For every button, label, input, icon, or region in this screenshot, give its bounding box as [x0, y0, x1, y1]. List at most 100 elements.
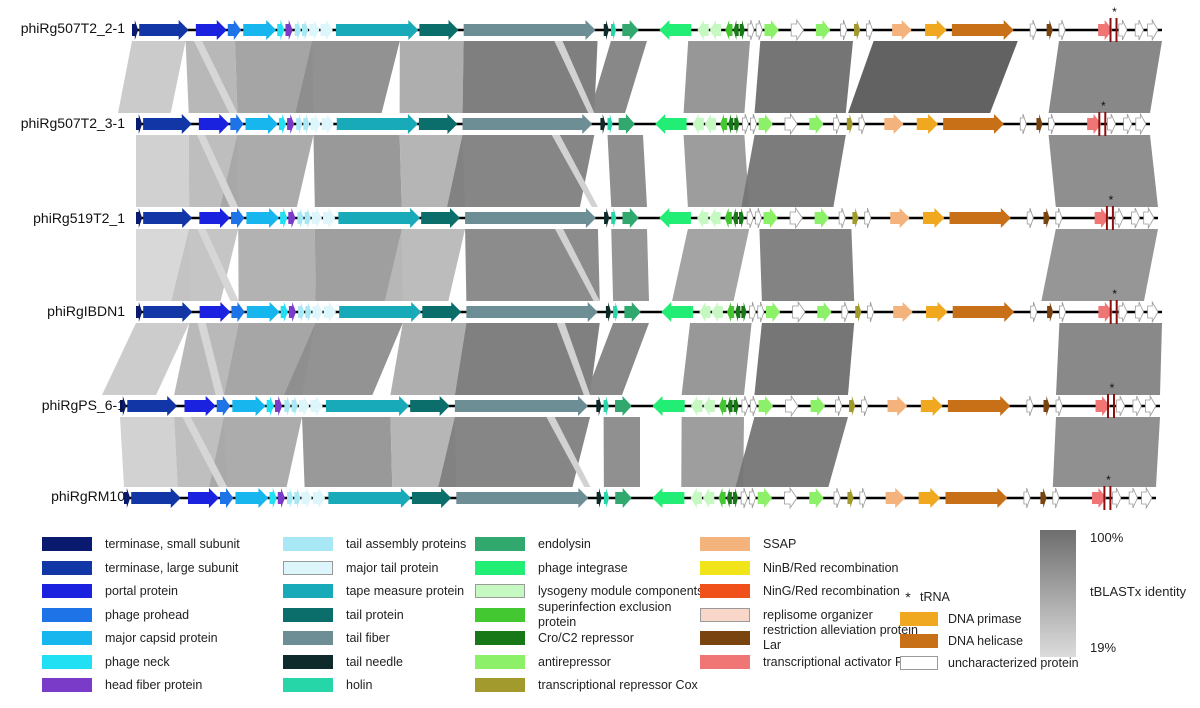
genome-label-5: phiRgPS_6-1: [41, 397, 125, 413]
legend-item: terminase, small subunit: [42, 534, 240, 554]
gene-arrow: [1147, 18, 1159, 42]
legend-swatch: [900, 612, 938, 626]
gene-arrow: [219, 488, 234, 508]
legend-swatch: [42, 654, 92, 669]
legend-label: NinB/Red recombination: [763, 560, 899, 575]
gene-arrow: [719, 396, 727, 416]
gene-arrow: [231, 302, 245, 322]
gene-arrow: [784, 112, 798, 136]
legend-swatch: [475, 654, 525, 669]
gene-arrow: [278, 114, 287, 134]
gene-arrow: [339, 302, 422, 322]
legend-item: DNA primase: [900, 609, 1022, 629]
gene-arrow: [269, 488, 277, 508]
gene-arrow: [749, 301, 757, 323]
legend-label: restriction alleviation protein Lar: [763, 623, 918, 652]
gene-arrow: [418, 114, 458, 134]
legend-item: superinfection exclusion protein: [475, 600, 698, 629]
gene-arrow: [709, 208, 721, 228]
similarity-ribbon: [585, 323, 649, 395]
gene-arrow: [748, 487, 757, 509]
gene-arrow: [792, 300, 806, 324]
gene-arrow: [136, 114, 143, 134]
gene-arrow: [949, 208, 1011, 228]
legend-label: transcriptional repressor Cox: [538, 678, 698, 692]
similarity-ribbon: [182, 417, 228, 487]
gene-arrow: [833, 113, 841, 135]
gene-arrow: [790, 18, 805, 42]
legend-label: uncharacterized protein: [948, 656, 1079, 670]
legend-swatch: [900, 634, 938, 648]
gene-arrow: [733, 20, 739, 40]
gene-arrow: [139, 20, 189, 40]
trna-star-icon: *: [1101, 99, 1106, 113]
gene-arrow: [266, 396, 274, 416]
gene-arrow: [655, 114, 687, 134]
gene-arrow: [652, 488, 685, 508]
gene-arrow: [288, 302, 297, 322]
legend-swatch: [283, 631, 333, 645]
legend-swatch: [283, 678, 333, 692]
gene-arrow: [1094, 208, 1109, 228]
legend-item: phage neck: [42, 652, 170, 672]
similarity-ribbon: [197, 229, 239, 301]
gene-arrow: [838, 207, 846, 229]
gene-arrow: [815, 20, 831, 40]
gene-arrow: [733, 396, 739, 416]
legend-swatch: [42, 678, 92, 692]
similarity-ribbon: [754, 41, 853, 113]
gene-arrow: [764, 20, 779, 40]
gene-arrow: [411, 488, 452, 508]
legend-swatch: [475, 584, 525, 598]
gene-arrow: [726, 302, 735, 322]
gene-arrow: [605, 302, 612, 322]
gene-arrow: [833, 487, 841, 509]
gene-arrow: [1055, 207, 1063, 229]
gene-arrow: [703, 396, 715, 416]
similarity-ribbon: [238, 229, 316, 301]
legend-item: transcriptional activator RinA: [700, 652, 922, 672]
gene-arrow: [596, 396, 602, 416]
similarity-ribbon: [555, 229, 600, 301]
gene-arrow: [1055, 395, 1063, 417]
gene-arrow: [757, 488, 773, 508]
gene-arrow: [749, 395, 757, 417]
genome-label-3: phiRg519T2_1: [33, 210, 125, 226]
gene-arrow: [320, 20, 333, 40]
similarity-ribbon: [607, 135, 647, 207]
legend-swatch: [283, 560, 333, 575]
gene-arrow: [758, 396, 774, 416]
gene-arrow: [1123, 113, 1133, 135]
gene-arrow: [136, 208, 143, 228]
gene-arrow: [810, 396, 826, 416]
genome-label-1: phiRg507T2_2-1: [20, 20, 125, 36]
legend-swatch: [700, 584, 750, 598]
gene-arrow: [835, 395, 843, 417]
gene-arrow: [124, 488, 131, 508]
gene-arrow: [763, 208, 778, 228]
similarity-ribbon: [197, 323, 224, 395]
similarity-ribbon: [136, 135, 190, 207]
legend-swatch: [475, 537, 525, 551]
gene-arrow: [1118, 301, 1128, 323]
similarity-ribbon: [546, 417, 591, 487]
gene-arrow: [199, 208, 231, 228]
gene-arrow: [454, 396, 588, 416]
gene-arrow: [893, 302, 913, 322]
similarity-ribbon: [209, 417, 302, 487]
gene-arrow: [890, 208, 910, 228]
gene-arrow: [690, 488, 702, 508]
legend-item: portal protein: [42, 581, 178, 601]
gene-arrow: [1043, 208, 1050, 228]
gene-arrow: [704, 114, 717, 134]
similarity-ribbon: [384, 229, 466, 301]
legend-item: major capsid protein: [42, 628, 218, 648]
gene-arrow: [1026, 207, 1034, 229]
legend-swatch: [700, 537, 750, 551]
gene-arrow: [618, 114, 635, 134]
legend-label: DNA primase: [948, 612, 1022, 626]
gene-arrow: [1087, 114, 1102, 134]
gene-arrow: [739, 20, 745, 40]
gene-arrow: [198, 114, 230, 134]
gene-arrow: [735, 302, 741, 322]
